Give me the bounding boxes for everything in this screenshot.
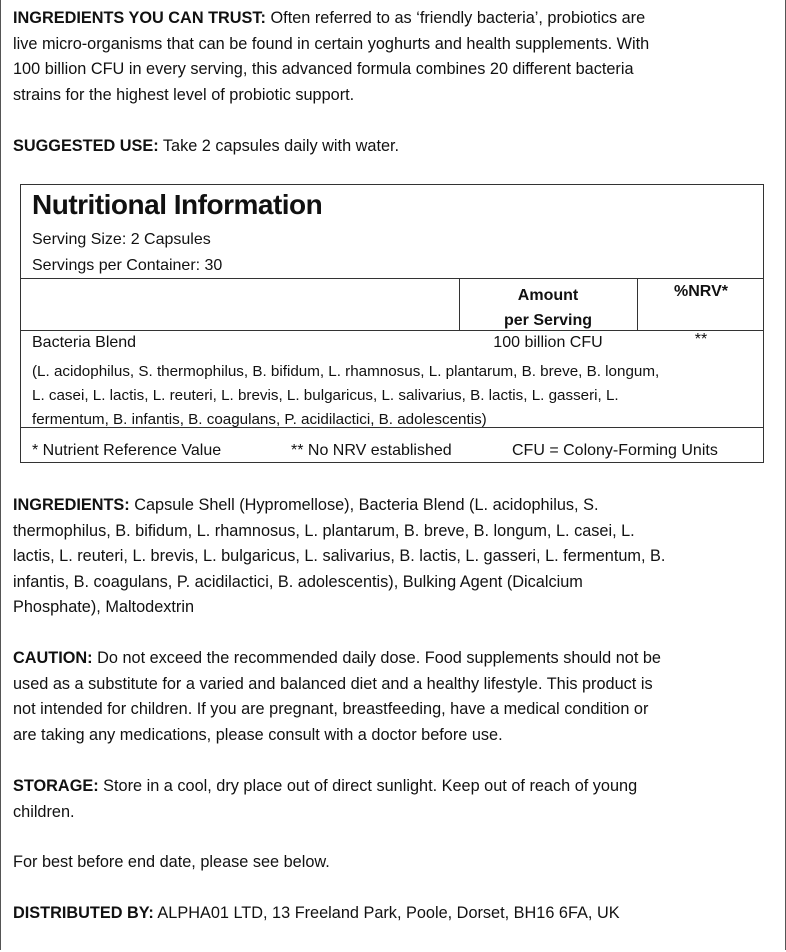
divider <box>21 278 763 279</box>
text: strains for the highest level of probiot… <box>13 85 355 104</box>
divider <box>21 330 763 331</box>
intro-paragraph: INGREDIENTS YOU CAN TRUST: Often referre… <box>13 6 649 108</box>
distributed-by: DISTRIBUTED BY: ALPHA01 LTD, 13 Freeland… <box>13 901 620 927</box>
suggested-use-label: SUGGESTED USE: <box>13 137 159 155</box>
text: L. casei, L. lactis, L. reuteri, L. brev… <box>32 387 619 404</box>
amount-header: Amount per Serving <box>459 283 637 333</box>
text: Often referred to as ‘friendly bacteria’… <box>265 9 646 27</box>
text: are taking any medications, please consu… <box>13 725 503 744</box>
row-detail: (L. acidophilus, S. thermophilus, B. bif… <box>32 360 659 432</box>
suggested-use: SUGGESTED USE: Take 2 capsules daily wit… <box>13 134 399 160</box>
text: Store in a cool, dry place out of direct… <box>98 777 638 795</box>
text: Take 2 capsules daily with water. <box>158 137 400 155</box>
text: Amount <box>517 287 579 304</box>
text: ALPHA01 LTD, 13 Freeland Park, Poole, Do… <box>153 904 620 922</box>
divider <box>637 278 638 330</box>
text: not intended for children. If you are pr… <box>13 700 649 719</box>
best-before: For best before end date, please see bel… <box>13 853 330 871</box>
row-nrv: ** <box>694 331 708 348</box>
text: fermentum, B. infantis, B. coagulans, P.… <box>32 411 487 428</box>
nutrition-table: Nutritional Information Serving Size: 2 … <box>20 184 764 463</box>
nrv-header: %NRV* <box>674 283 728 300</box>
text: used as a substitute for a varied and ba… <box>13 674 653 693</box>
caution-label: CAUTION: <box>13 649 93 667</box>
footnote-cfu: CFU = Colony-Forming Units <box>512 442 718 459</box>
text: Phosphate), Maltodextrin <box>13 598 195 617</box>
text: per Serving <box>503 312 593 329</box>
ingredients-label: INGREDIENTS: <box>13 496 130 514</box>
footnote-no-nrv: ** No NRV established <box>291 442 452 459</box>
text: 100 billion CFU in every serving, this a… <box>13 60 634 79</box>
text: live micro-organisms that can be found i… <box>13 34 650 53</box>
row-amount: 100 billion CFU <box>493 334 603 351</box>
divider <box>459 278 460 330</box>
storage: STORAGE: Store in a cool, dry place out … <box>13 774 637 825</box>
caution: CAUTION: Do not exceed the recommended d… <box>13 646 661 748</box>
text: lactis, L. reuteri, L. brevis, L. bulgar… <box>13 547 666 566</box>
nutrition-title: Nutritional Information <box>32 189 323 220</box>
text: (L. acidophilus, S. thermophilus, B. bif… <box>32 363 660 380</box>
footnote-nrv: * Nutrient Reference Value <box>32 442 222 459</box>
servings-per-container: Servings per Container: 30 <box>32 257 223 274</box>
distributed-label: DISTRIBUTED BY: <box>13 904 154 922</box>
text: children. <box>13 802 75 821</box>
text: thermophilus, B. bifidum, L. rhamnosus, … <box>13 521 635 540</box>
text: Do not exceed the recommended daily dose… <box>92 649 661 667</box>
serving-size: Serving Size: 2 Capsules <box>32 231 211 248</box>
text: infantis, B. coagulans, P. acidilactici,… <box>13 572 583 591</box>
intro-label: INGREDIENTS YOU CAN TRUST: <box>13 9 266 27</box>
text: Capsule Shell (Hypromellose), Bacteria B… <box>129 496 599 514</box>
storage-label: STORAGE: <box>13 777 99 795</box>
divider <box>21 427 763 428</box>
ingredients: INGREDIENTS: Capsule Shell (Hypromellose… <box>13 493 665 621</box>
row-name: Bacteria Blend <box>32 334 137 351</box>
